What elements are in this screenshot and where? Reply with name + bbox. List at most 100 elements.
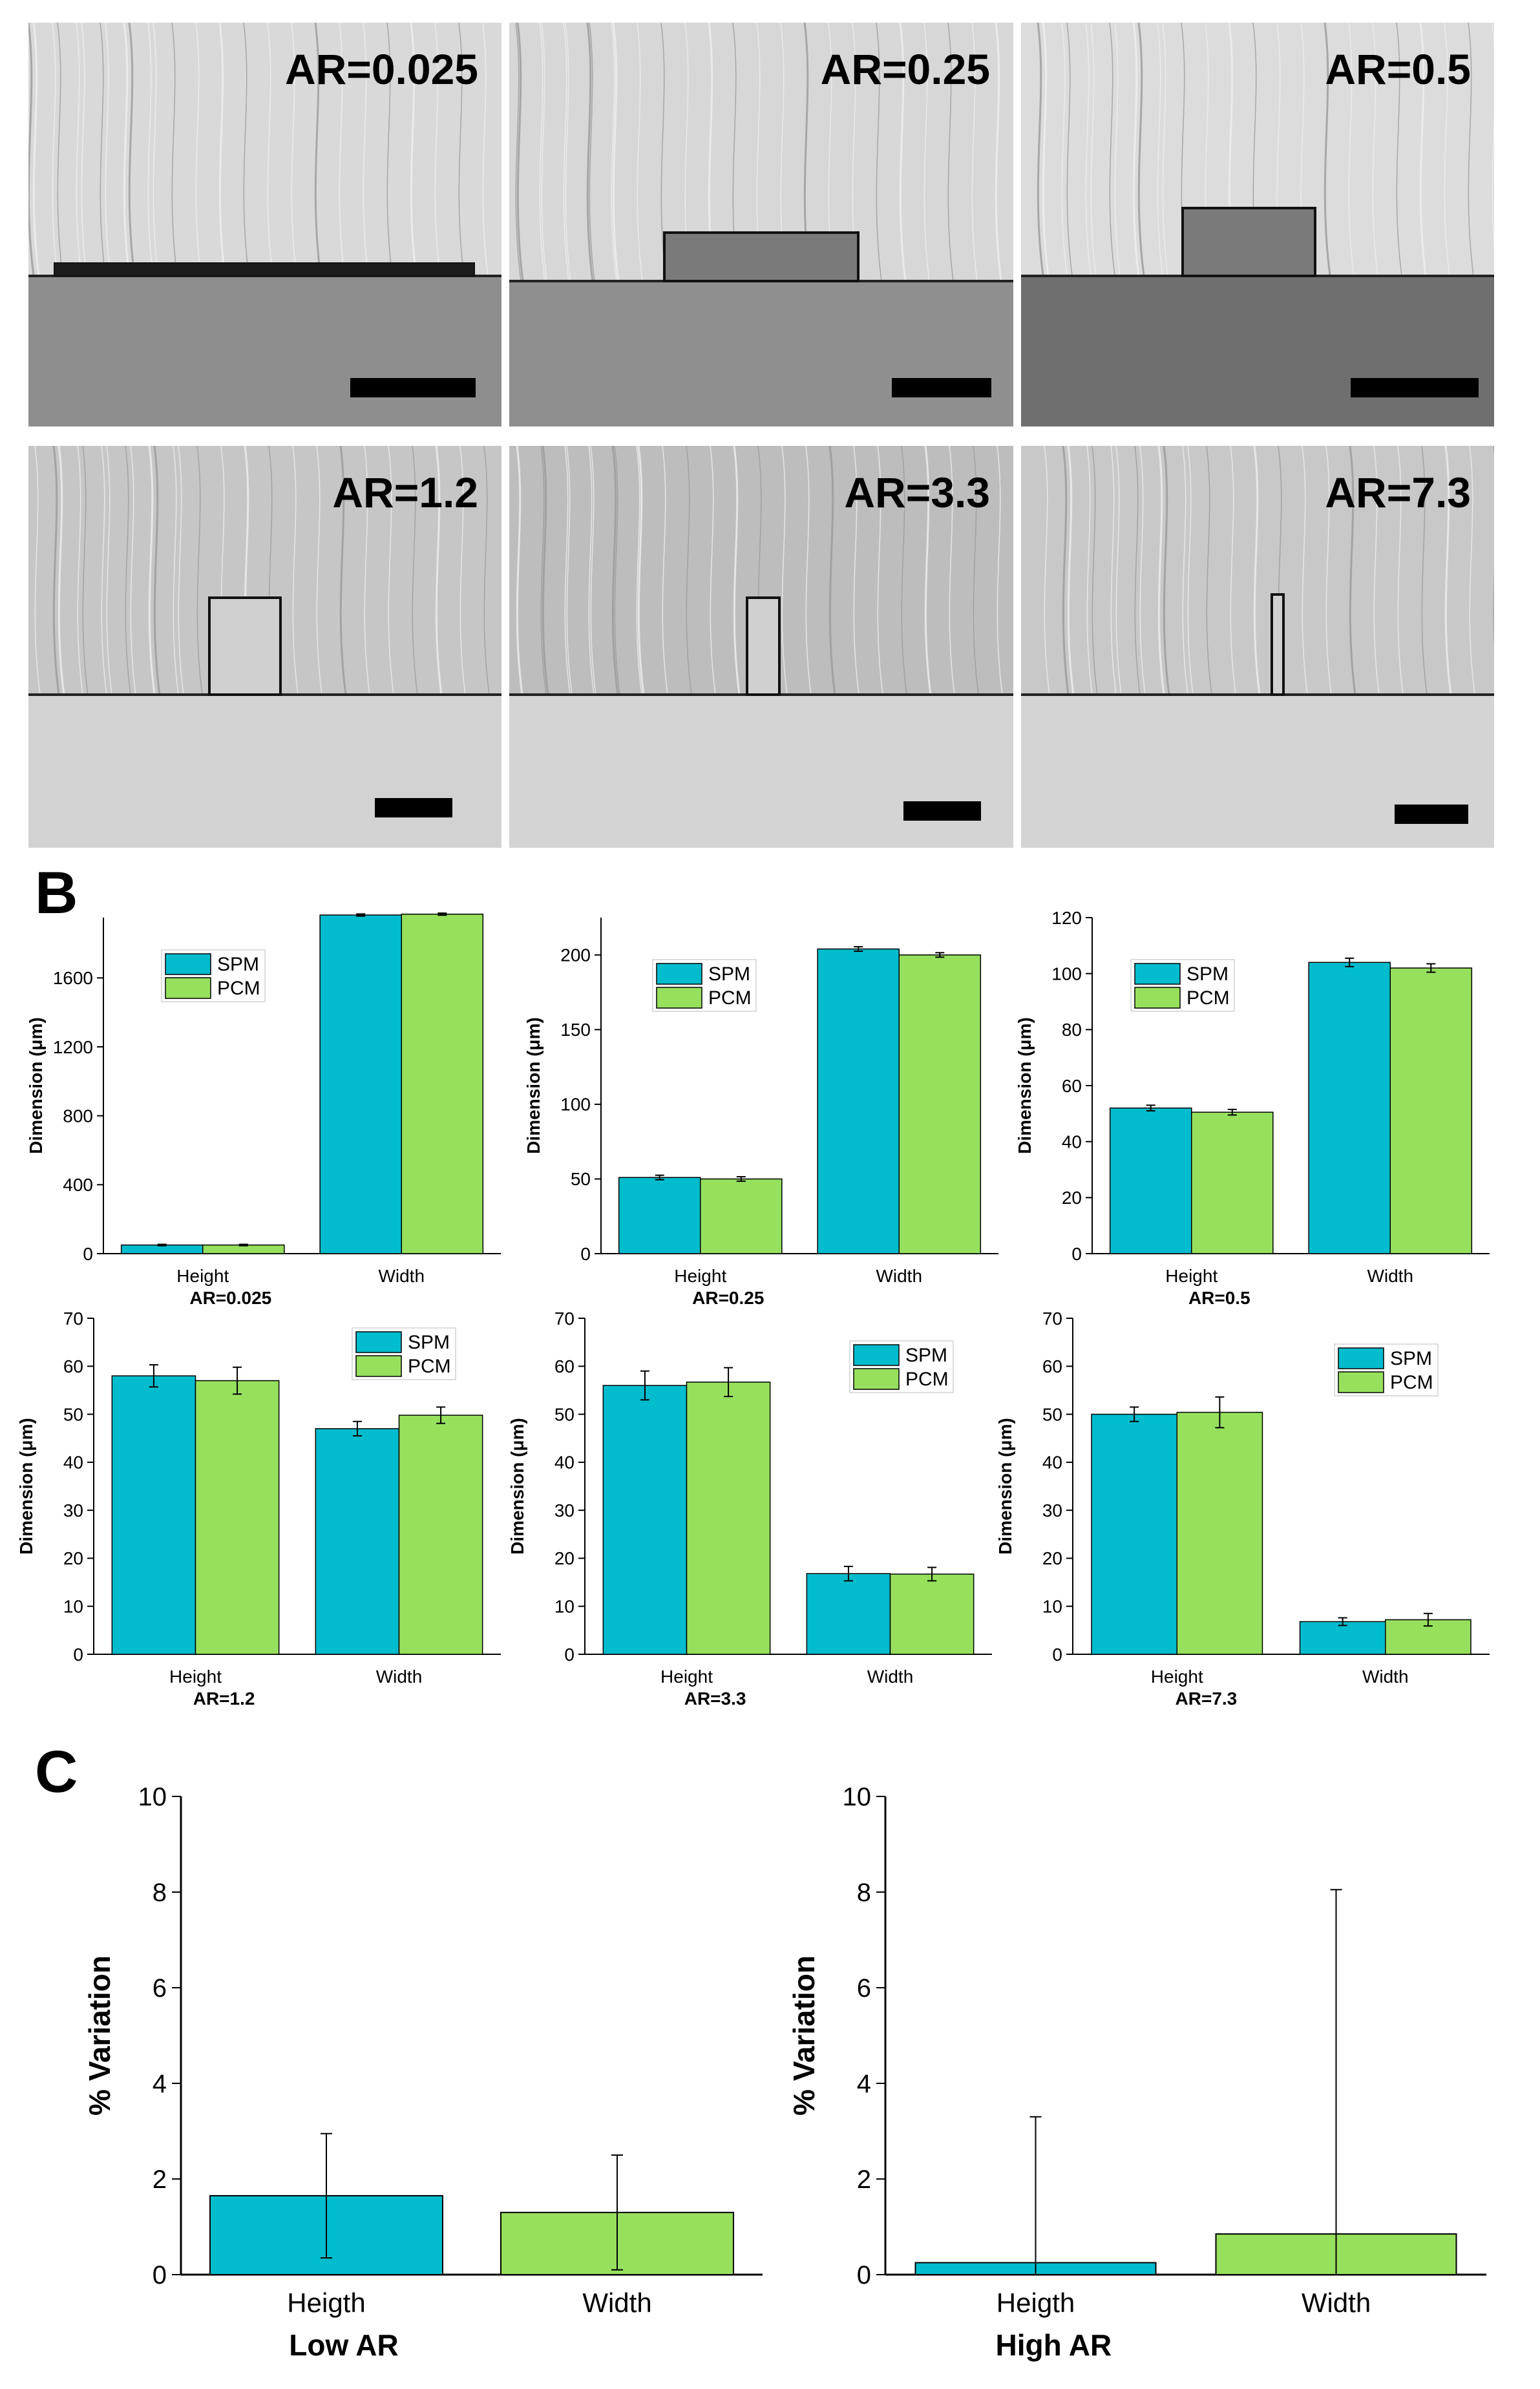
y-tick-label: 0 — [857, 2261, 871, 2289]
surface-streak — [1324, 23, 1331, 277]
panel-b-label: B — [35, 860, 78, 926]
legend-label: SPM — [217, 954, 259, 975]
x-tick-label: Heigth — [997, 2288, 1075, 2318]
channel-feature — [663, 231, 860, 282]
substrate-region — [1021, 276, 1494, 426]
surface-streak — [1085, 23, 1092, 277]
aspect-ratio-label: AR=3.3 — [844, 468, 990, 516]
legend-label: PCM — [708, 987, 752, 1009]
y-tick-label: 40 — [554, 1453, 575, 1473]
surface-streak — [516, 23, 524, 282]
surface-streak — [901, 446, 907, 695]
surface-streak — [781, 446, 788, 695]
bar — [889, 1573, 975, 1655]
surface-streak — [539, 23, 545, 282]
y-tick-label: 10 — [1042, 1597, 1062, 1617]
surface-streak — [1157, 446, 1165, 695]
surface-streak — [564, 446, 571, 695]
y-tick-label: 10 — [843, 1783, 872, 1811]
surface-streak — [662, 446, 668, 695]
surface-streak — [434, 23, 441, 277]
legend-label: PCM — [1187, 987, 1230, 1009]
y-tick-label: 100 — [560, 1095, 591, 1115]
bar — [315, 1428, 400, 1655]
surface-streak — [1090, 23, 1097, 277]
y-tick-label: 4 — [857, 2070, 871, 2098]
surface-streak — [1397, 446, 1404, 695]
surface-streak — [1444, 446, 1452, 695]
surface-streak — [899, 23, 907, 282]
chart-title: Low AR — [289, 2328, 399, 2362]
aspect-ratio-label: AR=0.025 — [284, 45, 478, 93]
bar — [1176, 1411, 1263, 1655]
surface-streak — [614, 446, 620, 695]
x-tick-label: Width — [582, 2288, 651, 2318]
surface-streak — [123, 23, 131, 277]
surface-streak — [924, 446, 932, 695]
y-tick-label: 8 — [857, 1879, 871, 1907]
surface-streak — [1492, 23, 1494, 249]
surface-streak — [1302, 446, 1308, 695]
x-tick-label: Height — [1151, 1667, 1203, 1687]
surface-streak — [1230, 446, 1236, 695]
surface-streak — [1044, 446, 1050, 695]
surface-streak — [1062, 446, 1070, 695]
surface-streak — [435, 446, 443, 695]
y-tick-label: 0 — [564, 1645, 575, 1665]
legend-label: SPM — [408, 1332, 450, 1353]
surface-streak — [412, 446, 418, 695]
surface-streak — [586, 23, 594, 282]
surface-streak — [733, 446, 741, 695]
surface-streak — [147, 23, 154, 277]
surface-streak — [314, 23, 322, 277]
legend-swatch — [853, 1344, 900, 1366]
surface-streak — [853, 446, 860, 695]
scale-bar — [903, 801, 981, 821]
x-tick-label: Width — [1302, 2288, 1371, 2318]
surface-streak — [877, 446, 883, 695]
surface-streak — [1137, 23, 1145, 277]
surface-streak — [1134, 446, 1141, 695]
surface-streak — [1067, 446, 1075, 695]
y-tick-label: 0 — [73, 1645, 83, 1665]
y-tick-label: 2 — [857, 2165, 871, 2194]
y-tick-label: 1200 — [53, 1037, 93, 1057]
x-tick-label: Width — [876, 1266, 922, 1286]
scale-bar — [350, 378, 476, 397]
surface-streak — [1162, 23, 1168, 277]
surface-streak — [1086, 446, 1093, 695]
surface-streak — [458, 23, 465, 277]
legend-swatch — [656, 963, 702, 985]
y-tick-label: 80 — [1062, 1020, 1082, 1040]
surface-streak — [566, 446, 573, 695]
surface-streak — [1469, 446, 1475, 695]
surface-streak — [1253, 446, 1261, 695]
chart-title: AR=0.25 — [692, 1288, 764, 1308]
bar — [700, 1178, 783, 1254]
legend-swatch — [853, 1368, 900, 1390]
y-tick-label: 20 — [63, 1548, 83, 1568]
y-tick-label: 20 — [554, 1548, 575, 1568]
surface-streak — [128, 23, 136, 277]
substrate-region — [28, 276, 501, 426]
y-tick-label: 1600 — [53, 968, 93, 988]
y-tick-label: 8 — [153, 1879, 167, 1907]
bar — [806, 1573, 891, 1655]
bar — [401, 913, 484, 1254]
micrograph-image: AR=7.3 — [1021, 446, 1494, 848]
micrograph-image: AR=3.3 — [509, 446, 1013, 848]
legend-swatch — [355, 1355, 402, 1377]
chart-title: AR=1.2 — [193, 1689, 255, 1709]
surface-streak — [28, 23, 35, 277]
y-tick-label: 20 — [1042, 1548, 1062, 1568]
surface-streak — [565, 23, 571, 282]
surface-streak — [82, 446, 89, 695]
bar — [1109, 1107, 1192, 1254]
chart-title: AR=7.3 — [1176, 1689, 1238, 1709]
micrograph-image: AR=0.5 — [1021, 23, 1494, 426]
aspect-ratio-label: AR=1.2 — [332, 468, 478, 516]
surface-streak — [153, 446, 161, 695]
